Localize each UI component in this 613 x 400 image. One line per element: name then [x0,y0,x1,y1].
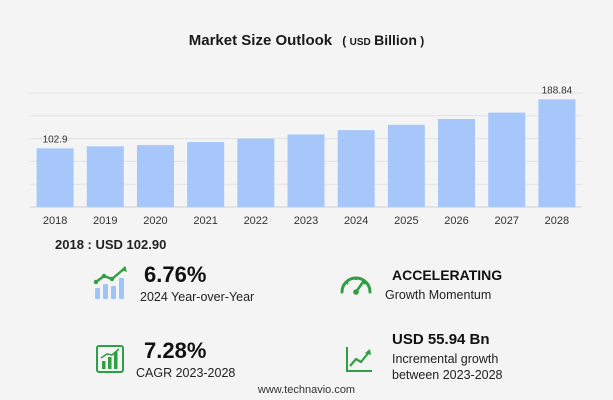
x-tick-2021: 2021 [193,215,217,227]
kpi-momentum-value: ACCELERATING [392,267,503,283]
x-tick-2022: 2022 [244,215,268,227]
speedometer-icon [340,276,372,295]
bar-2027 [488,112,526,207]
title-text: Market Size Outlook [188,32,333,49]
unit-label: Billion [374,32,417,48]
growth-bars-icon [93,266,127,299]
x-tick-2026: 2026 [444,215,468,227]
x-tick-2019: 2019 [93,215,117,227]
kpi-yoy-label: 2024 Year-over-Year [140,290,255,304]
chart-data-labels: 102.9 188.84 [43,85,573,145]
kpi-cagr-label: CAGR 2023-2028 [136,366,236,380]
kpi-yoy: 6.76% 2024 Year-over-Year [92,262,292,307]
title-unit: ( USD Billion ) [342,32,425,48]
kpi-cagr: 7.28% CAGR 2023-2028 [92,338,292,383]
x-tick-2020: 2020 [143,215,167,227]
data-label-2028: 188.84 [542,85,573,96]
kpi-momentum-label: Growth Momentum [385,288,492,302]
kpi-incremental: USD 55.94 Bn Incremental growth between … [340,331,570,386]
chart-bars [36,99,576,207]
x-tick-2024: 2024 [344,215,368,227]
line-chart-icon [346,347,372,372]
bar-2024 [337,130,375,207]
base-year-value: 2018 : USD 102.90 [55,237,167,252]
source-footer: www.technavio.com [257,384,356,396]
x-tick-2023: 2023 [294,215,318,227]
market-size-bar-chart: 102.9 188.84 2018 2019 2020 2021 2022 2023 2024… [30,85,582,227]
bar-2018 [36,148,74,207]
kpi-incremental-value: USD 55.94 Bn [392,331,490,348]
bar-2022 [237,138,275,207]
kpi-incremental-label-2: between 2023-2028 [392,368,503,382]
bar-2026 [438,118,476,207]
x-tick-2028: 2028 [545,215,569,227]
bar-2023 [287,134,325,207]
bar-2025 [387,124,425,207]
kpi-incremental-label-1: Incremental growth [392,352,499,366]
bar-2028 [538,99,576,207]
kpi-cagr-value: 7.28% [144,338,207,363]
x-tick-2018: 2018 [43,215,67,227]
bar-2019 [86,146,124,207]
bar-chart-icon [96,345,124,373]
unit-prefix: USD [349,37,371,48]
kpi-yoy-value: 6.76% [144,262,207,287]
bar-2020 [136,145,174,207]
chart-x-ticks: 2018 2019 2020 2021 2022 2023 2024 2025 2026 2027… [43,215,569,227]
kpi-momentum: ACCELERATING Growth Momentum [338,264,558,309]
data-label-2018: 102.9 [43,134,68,145]
x-tick-2025: 2025 [394,215,418,227]
x-tick-2027: 2027 [494,215,518,227]
bar-2021 [187,142,225,207]
chart-title: Market Size Outlook ( USD Billion ) [0,32,613,49]
